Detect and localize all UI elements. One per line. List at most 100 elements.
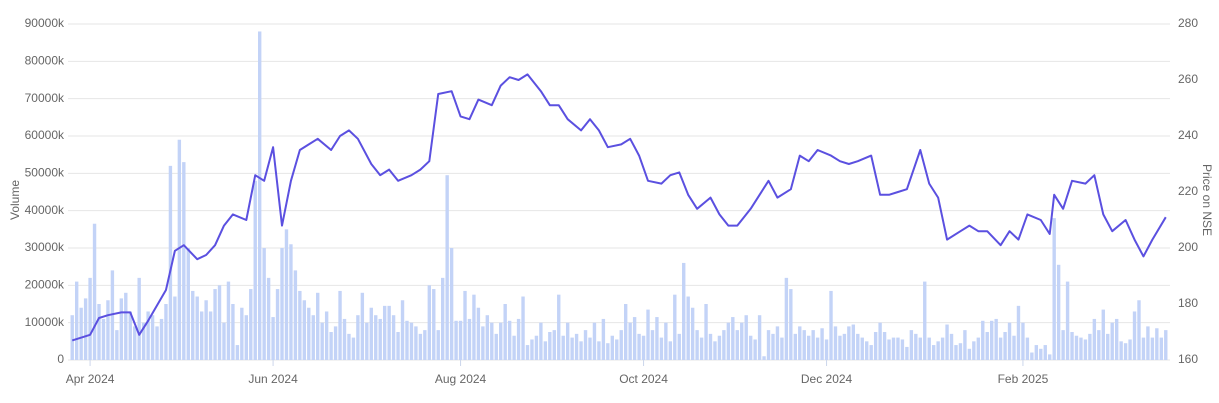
- volume-bar: [945, 324, 949, 360]
- volume-bar: [396, 332, 400, 360]
- y-tick-label: 50000k: [25, 166, 65, 180]
- volume-bar: [1043, 345, 1047, 360]
- volume-bar: [1137, 300, 1141, 360]
- volume-bar: [878, 322, 882, 360]
- volume-bar: [704, 304, 708, 360]
- volume-bar: [557, 294, 561, 360]
- y-axis-title: Volume: [8, 180, 22, 220]
- volume-bar: [579, 341, 583, 360]
- volume-bar: [530, 339, 534, 360]
- volume-bar: [257, 31, 262, 360]
- volume-bar: [106, 300, 110, 360]
- volume-bar: [338, 290, 342, 360]
- volume-bar: [592, 322, 597, 360]
- volume-bar: [467, 318, 472, 360]
- volume-bar: [802, 330, 806, 360]
- y-tick-label: 80000k: [25, 54, 65, 68]
- volume-bar: [458, 320, 463, 360]
- volume-bar: [637, 333, 641, 360]
- volume-bar: [88, 277, 92, 360]
- volume-bar: [378, 318, 382, 360]
- volume-bar: [1159, 337, 1164, 360]
- volume-bar: [432, 289, 436, 360]
- volume-bar: [717, 335, 722, 360]
- volume-bar: [494, 333, 498, 360]
- volume-bar: [347, 333, 351, 360]
- volume-bar: [199, 311, 204, 360]
- volume-bar: [543, 341, 548, 360]
- volume-bar: [1039, 348, 1043, 360]
- volume-bar: [856, 333, 860, 360]
- volume-bar: [1092, 318, 1097, 360]
- volume-bar: [686, 296, 690, 360]
- volume-bar: [472, 294, 476, 360]
- volume-bar: [847, 326, 851, 360]
- volume-bar: [740, 322, 744, 360]
- volume-bar: [177, 139, 182, 360]
- volume-bar: [561, 335, 565, 360]
- volume-bar: [682, 262, 686, 360]
- volume-bar: [360, 292, 365, 360]
- y-tick-label: 0: [57, 352, 64, 366]
- x-tick-label: Apr 2024: [66, 372, 115, 386]
- y2-tick-label: 280: [1178, 16, 1198, 30]
- volume-bar: [838, 335, 842, 360]
- volume-bar: [329, 332, 333, 360]
- volume-bar: [994, 318, 998, 360]
- volume-bar: [1048, 354, 1052, 360]
- volume-bar: [534, 335, 539, 360]
- volume-bar: [302, 300, 307, 360]
- volume-bar: [168, 165, 173, 360]
- volume-bar: [1034, 345, 1039, 360]
- volume-bar: [83, 298, 88, 360]
- price-line: [71, 73, 1167, 342]
- volume-bar: [927, 337, 931, 360]
- volume-bar: [1123, 343, 1128, 360]
- volume-bar: [137, 277, 141, 360]
- volume-bar: [195, 296, 199, 360]
- x-tick-label: Oct 2024: [619, 372, 668, 386]
- volume-bar: [628, 322, 632, 360]
- volume-bar: [173, 296, 177, 360]
- volume-bar: [891, 337, 896, 360]
- volume-bar: [369, 307, 373, 360]
- volume-bar: [601, 318, 606, 360]
- x-tick-label: Dec 2024: [801, 372, 853, 386]
- volume-bar: [150, 315, 155, 360]
- volume-bar: [454, 320, 458, 360]
- volume-bar: [1016, 305, 1021, 360]
- y2-tick-label: 220: [1178, 184, 1198, 198]
- volume-bar: [744, 315, 748, 360]
- volume-bar: [440, 277, 445, 360]
- volume-bar: [833, 326, 838, 360]
- volume-bar: [409, 322, 414, 360]
- y-tick-label: 20000k: [25, 278, 65, 292]
- volume-bar: [133, 326, 137, 360]
- y2-tick-label: 180: [1178, 296, 1198, 310]
- volume-bar: [664, 322, 668, 360]
- volume-bar: [673, 294, 677, 360]
- y-tick-label: 40000k: [25, 203, 65, 217]
- volume-bar: [1065, 281, 1070, 360]
- volume-bar: [423, 330, 427, 360]
- volume-bar: [1132, 311, 1137, 360]
- volume-bar: [865, 341, 869, 360]
- volume-bar: [92, 223, 97, 360]
- volume-bar: [1030, 352, 1034, 360]
- volume-bar: [1083, 339, 1088, 360]
- volume-bar: [155, 326, 159, 360]
- volume-bar: [1061, 330, 1065, 360]
- volume-bar: [1025, 337, 1030, 360]
- volume-bar: [976, 337, 981, 360]
- volume-bar: [382, 305, 387, 360]
- volume-bar: [610, 335, 615, 360]
- volume-bar: [186, 248, 190, 360]
- volume-bar: [342, 318, 347, 360]
- volume-bar: [958, 343, 963, 360]
- volume-bar: [949, 333, 954, 360]
- volume-bar: [771, 333, 775, 360]
- x-tick-label: Feb 2025: [998, 372, 1049, 386]
- volume-bar: [914, 333, 918, 360]
- volume-bar: [606, 343, 610, 360]
